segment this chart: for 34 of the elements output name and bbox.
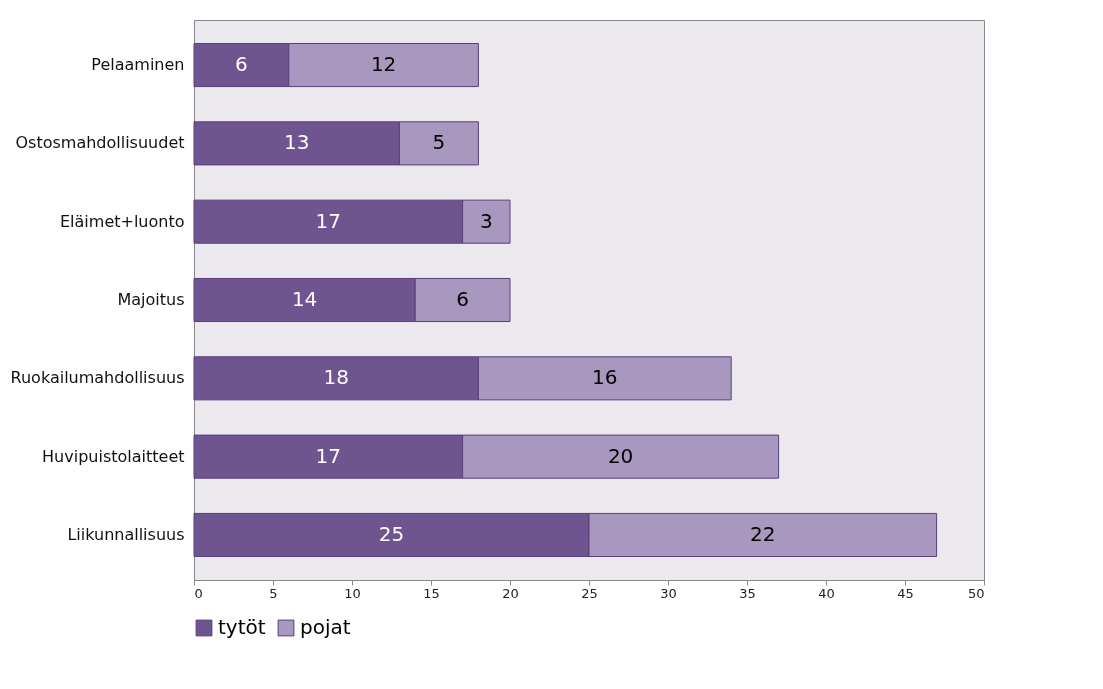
y-tick-label: Eläimet+luonto [60,211,185,231]
data-label: 22 [750,521,776,546]
x-tick-label: 0 [194,585,203,601]
data-label: 16 [592,365,618,390]
x-tick-label: 45 [897,585,914,601]
y-tick-label: Ruokailumahdollisuus [10,368,185,388]
legend-label: pojat [300,615,351,639]
data-label: 3 [479,208,493,233]
legend-label: tytöt [218,615,266,639]
data-label: 17 [315,208,342,233]
y-tick-label: Ostosmahdollisuudet [15,133,185,153]
data-label: 6 [456,287,469,311]
y-tick-label: Liikunnallisuus [67,524,185,544]
x-tick-label: 20 [502,585,519,601]
x-tick-label: 30 [660,585,677,601]
data-label: 12 [370,52,397,77]
y-tick-label: Majoitus [117,290,185,309]
data-label: 6 [235,52,248,77]
y-tick-label: Pelaaminen [91,55,185,75]
x-tick-label: 35 [739,585,756,601]
data-label: 5 [432,130,446,155]
x-tick-label: 10 [344,585,361,601]
data-label: 20 [607,443,634,468]
data-label: 18 [323,365,349,390]
data-label: 17 [315,443,342,468]
y-tick-label: Huvipuistolaitteet [42,446,185,466]
x-tick-label: 40 [818,585,835,601]
x-tick-label: 25 [581,585,598,601]
x-tick-label: 50 [967,585,985,601]
x-tick-label: 15 [423,585,440,601]
data-label: 14 [291,287,318,311]
x-tick-label: 5 [269,585,278,601]
data-label: 13 [283,130,310,155]
data-label: 25 [378,521,405,546]
